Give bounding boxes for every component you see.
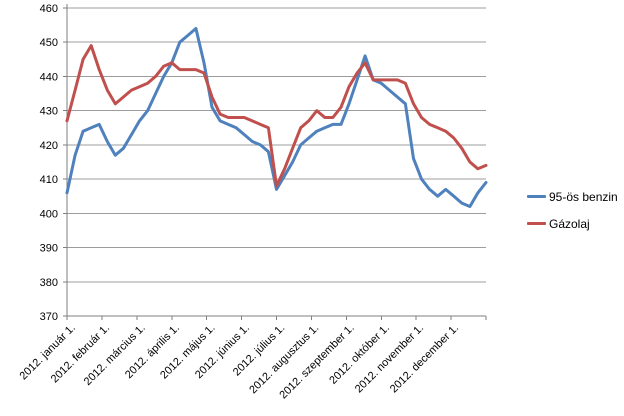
legend-label-gazolaj: Gázolaj — [549, 216, 590, 231]
legend-item-benzin: 95-ös benzin — [527, 189, 618, 204]
y-tick-label: 420 — [40, 140, 58, 152]
y-tick-label: 450 — [40, 37, 58, 49]
y-tick-label: 410 — [40, 174, 58, 186]
legend-item-gazolaj: Gázolaj — [527, 216, 618, 231]
gazolaj-line-swatch — [527, 222, 546, 225]
y-tick-label: 460 — [40, 3, 58, 15]
legend-label-benzin: 95-ös benzin — [549, 189, 618, 204]
legend: 95-ös benzin Gázolaj — [527, 189, 618, 243]
series-line-gazolaj — [65, 44, 488, 188]
benzin-line-swatch — [527, 195, 546, 198]
y-tick-label: 440 — [40, 71, 58, 83]
y-tick-label: 430 — [40, 106, 58, 118]
y-tick-label: 390 — [40, 243, 58, 255]
y-tick-label: 400 — [40, 208, 58, 220]
y-tick-label: 380 — [40, 277, 58, 289]
y-tick-label: 370 — [40, 311, 58, 323]
series-line-benzin — [65, 27, 488, 208]
